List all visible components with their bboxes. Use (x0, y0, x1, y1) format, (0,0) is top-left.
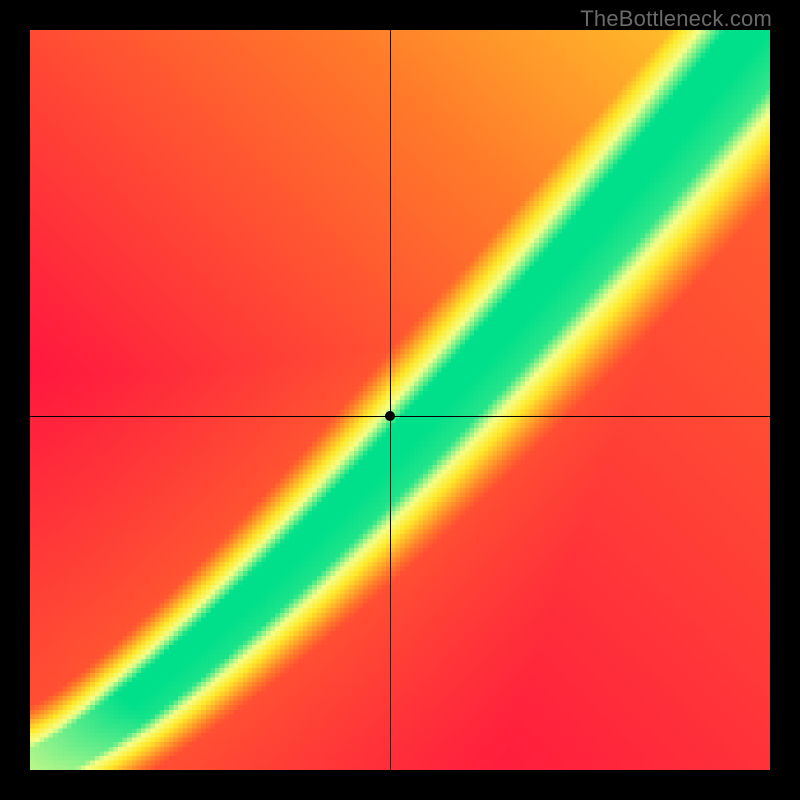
bottleneck-heatmap (30, 30, 770, 770)
crosshair-horizontal (30, 416, 770, 417)
watermark-text: TheBottleneck.com (580, 6, 772, 32)
chart-container: TheBottleneck.com (0, 0, 800, 800)
selection-dot[interactable] (385, 411, 395, 421)
crosshair-vertical (390, 30, 391, 770)
heatmap-canvas (30, 30, 770, 770)
